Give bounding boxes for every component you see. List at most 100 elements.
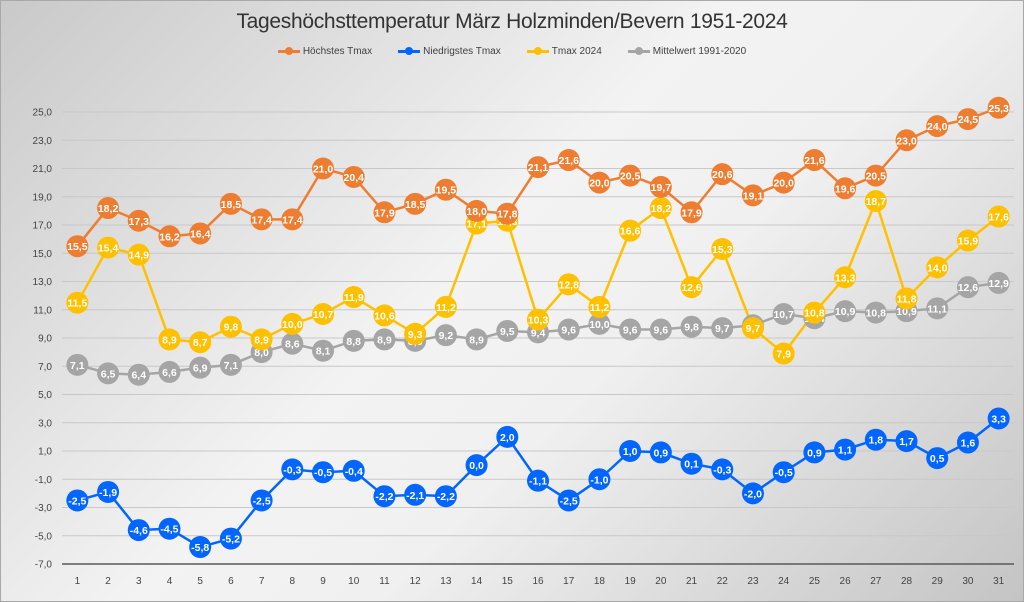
legend-item-niedrigstes-tmax[interactable]: Niedrigstes Tmax bbox=[398, 46, 501, 57]
data-label: 8,9 bbox=[254, 334, 269, 346]
data-point bbox=[281, 312, 304, 335]
data-label: 12,6 bbox=[958, 282, 979, 294]
x-tick-label: 19 bbox=[625, 576, 637, 587]
data-label: 19,6 bbox=[835, 183, 856, 195]
data-label: 10,7 bbox=[313, 309, 334, 321]
data-point bbox=[864, 301, 887, 324]
data-point bbox=[465, 328, 488, 351]
data-point bbox=[496, 202, 519, 225]
y-tick-label: 3,0 bbox=[38, 418, 52, 429]
data-point bbox=[895, 287, 918, 310]
data-point bbox=[342, 286, 365, 309]
y-tick-label: -5,0 bbox=[35, 531, 53, 542]
data-point bbox=[496, 319, 519, 342]
data-point bbox=[189, 222, 212, 245]
legend-label: Tmax 2024 bbox=[551, 46, 602, 57]
x-tick-label: 9 bbox=[320, 576, 326, 587]
data-label: 6,6 bbox=[162, 367, 177, 379]
y-tick-label: 15,0 bbox=[33, 249, 53, 260]
data-point bbox=[404, 192, 427, 215]
y-tick-label: 25,0 bbox=[33, 108, 53, 119]
data-label: -2,5 bbox=[68, 495, 86, 507]
x-tick-label: 24 bbox=[778, 576, 790, 587]
data-label: 19,5 bbox=[436, 185, 457, 197]
legend-label: Niedrigstes Tmax bbox=[423, 46, 501, 57]
data-label: 17,9 bbox=[374, 207, 395, 219]
data-label: 10,9 bbox=[835, 306, 856, 318]
data-point bbox=[649, 441, 672, 464]
data-label: 10,8 bbox=[804, 308, 825, 320]
data-label: 15,9 bbox=[958, 236, 979, 248]
data-label: 14,9 bbox=[129, 250, 150, 262]
legend-item-hoechstes-tmax[interactable]: Höchstes Tmax bbox=[277, 46, 372, 57]
data-point bbox=[434, 178, 457, 201]
data-label: -2,1 bbox=[406, 490, 424, 502]
data-label: 7,9 bbox=[776, 349, 791, 361]
data-point bbox=[66, 489, 89, 512]
x-tick-label: 5 bbox=[197, 576, 203, 587]
data-label: 21,1 bbox=[528, 162, 549, 174]
data-label: 10,3 bbox=[528, 315, 549, 327]
data-label: 23,0 bbox=[896, 135, 917, 147]
data-label: 18,2 bbox=[651, 203, 672, 215]
legend-marker-icon bbox=[526, 47, 549, 55]
x-tick-label: 29 bbox=[932, 576, 944, 587]
legend-item-tmax-2024[interactable]: Tmax 2024 bbox=[526, 46, 602, 57]
data-label: 6,5 bbox=[101, 368, 116, 380]
data-point bbox=[619, 440, 642, 462]
data-label: 15,3 bbox=[712, 244, 733, 256]
data-label: -1,0 bbox=[590, 474, 608, 486]
data-point bbox=[219, 192, 242, 215]
legend-item-mittelwert[interactable]: Mittelwert 1991-2020 bbox=[627, 46, 746, 57]
data-label: 9,7 bbox=[715, 323, 730, 335]
data-label: 21,0 bbox=[313, 164, 334, 176]
data-label: 16,4 bbox=[190, 228, 211, 240]
data-label: 11,5 bbox=[67, 298, 87, 310]
data-label: 18,0 bbox=[466, 206, 487, 218]
y-tick-label: 11,0 bbox=[33, 305, 52, 316]
data-point bbox=[281, 458, 304, 481]
data-label: 17,8 bbox=[497, 209, 518, 221]
data-point bbox=[864, 189, 887, 212]
data-label: -1,9 bbox=[99, 487, 117, 499]
data-label: 15,4 bbox=[98, 243, 119, 255]
data-label: 20,5 bbox=[620, 171, 641, 183]
data-label: 9,8 bbox=[684, 322, 699, 334]
x-tick-label: 12 bbox=[410, 576, 422, 587]
x-tick-label: 18 bbox=[594, 576, 606, 587]
data-point bbox=[404, 483, 427, 506]
data-label: 12,8 bbox=[558, 279, 579, 291]
data-label: 20,0 bbox=[589, 178, 610, 190]
data-point bbox=[956, 108, 979, 131]
data-label: 10,7 bbox=[773, 309, 794, 321]
data-label: 7,1 bbox=[70, 360, 85, 372]
data-point bbox=[434, 295, 457, 318]
data-point bbox=[557, 149, 580, 172]
x-tick-label: 15 bbox=[502, 576, 514, 587]
data-point bbox=[926, 447, 949, 470]
data-label: 17,6 bbox=[988, 212, 1009, 224]
data-point bbox=[312, 157, 335, 180]
data-label: 11,1 bbox=[927, 303, 947, 315]
data-point bbox=[895, 129, 918, 152]
x-tick-label: 1 bbox=[75, 576, 81, 587]
x-tick-label: 6 bbox=[228, 576, 234, 587]
data-label: 12,9 bbox=[988, 278, 1009, 290]
data-point bbox=[434, 324, 457, 347]
x-tick-label: 17 bbox=[563, 576, 575, 587]
data-point bbox=[66, 235, 89, 258]
data-point bbox=[281, 332, 304, 355]
data-label: -0,3 bbox=[283, 464, 301, 476]
data-point bbox=[496, 425, 519, 448]
data-label: 14,0 bbox=[927, 262, 948, 274]
data-label: 8,8 bbox=[346, 336, 361, 348]
y-tick-label: 13,0 bbox=[33, 277, 53, 288]
data-point bbox=[373, 201, 396, 224]
data-point bbox=[772, 171, 795, 194]
data-label: -0,3 bbox=[713, 464, 731, 476]
data-label: 8,9 bbox=[469, 334, 484, 346]
x-tick-label: 3 bbox=[136, 576, 142, 587]
legend-marker-icon bbox=[277, 47, 300, 55]
data-point bbox=[66, 353, 89, 376]
data-point bbox=[557, 318, 580, 341]
